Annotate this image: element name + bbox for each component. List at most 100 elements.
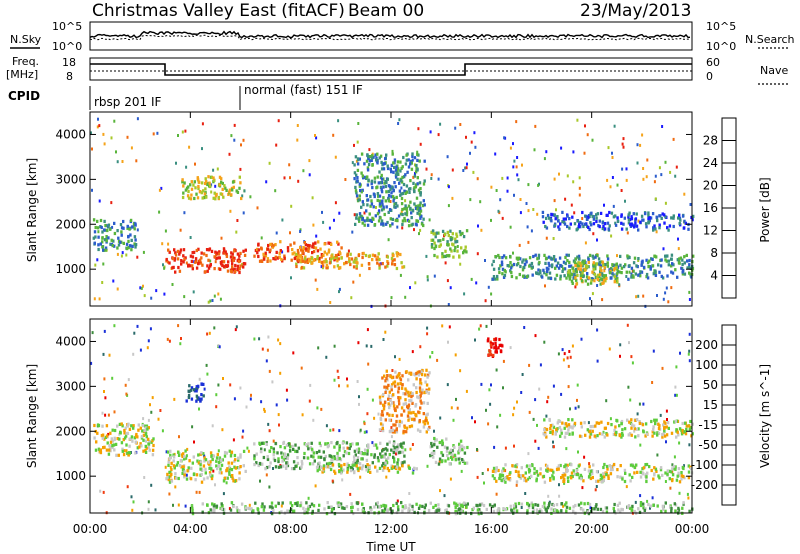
power-echo-cell [239, 264, 242, 268]
power-noise-cell [479, 200, 482, 204]
velocity-noise-cell [215, 393, 218, 397]
velocity-echo-cell [382, 461, 385, 466]
power-noise-cell [607, 146, 610, 150]
power-echo-cell [384, 265, 387, 269]
power-echo-cell [386, 177, 389, 181]
power-echo-cell [618, 270, 621, 274]
power-echo-cell [279, 249, 282, 253]
velocity-echo-cell [623, 427, 627, 431]
power-echo-cell [616, 279, 619, 283]
velocity-echo-cell [121, 447, 124, 451]
power-echo-cell [290, 258, 293, 262]
velocity-echo-cell [677, 433, 680, 437]
velocity-echo-cell [539, 467, 542, 471]
power-echo-cell [562, 217, 565, 221]
power-echo-cell [352, 265, 356, 269]
power-echo-cell [278, 255, 281, 259]
velocity-echo-cell [682, 474, 685, 479]
power-echo-cell [691, 266, 695, 271]
power-noise-cell [459, 123, 462, 126]
power-echo-cell [337, 242, 340, 246]
velocity-noise-cell [568, 350, 571, 353]
velocity-noise-cell [565, 447, 568, 451]
power-noise-cell [419, 228, 422, 232]
velocity-echo-cell [392, 440, 396, 444]
velocity-echo-cell [210, 467, 213, 471]
power-echo-cell [99, 225, 102, 229]
power-echo-cell [503, 273, 507, 278]
velocity-echo-cell [260, 450, 263, 454]
velocity-echo-cell [373, 443, 376, 447]
velocity-echo-cell [594, 424, 597, 428]
power-echo-cell [380, 188, 383, 192]
velocity-echo-cell [401, 374, 404, 378]
velocity-echo-cell [356, 456, 360, 460]
velocity-echo-cell [330, 505, 333, 509]
power-noise-cell [494, 152, 497, 156]
power-echo-cell [496, 277, 499, 281]
power-noise-cell [158, 188, 161, 192]
velocity-echo-cell [231, 474, 234, 478]
velocity-noise-cell [665, 440, 667, 444]
velocity-echo-cell [434, 510, 437, 514]
velocity-echo-cell [621, 477, 624, 481]
velocity-echo-cell [233, 453, 237, 458]
velocity-noise-cell [392, 444, 395, 448]
power-echo-cell [266, 247, 270, 251]
velocity-echo-cell [145, 424, 149, 428]
velocity-noise-cell [358, 402, 360, 406]
velocity-echo-cell [184, 456, 188, 460]
power-echo-cell [116, 229, 119, 233]
velocity-echo-cell [517, 501, 521, 506]
power-noise-cell [368, 148, 371, 152]
velocity-echo-cell [432, 455, 435, 459]
velocity-echo-cell [600, 420, 603, 424]
velocity-echo-cell [399, 378, 403, 382]
velocity-echo-cell [629, 479, 632, 483]
velocity-echo-cell [202, 464, 206, 468]
power-echo-cell [519, 257, 522, 261]
velocity-echo-cell [563, 435, 567, 439]
power-echo-cell [510, 274, 514, 279]
power-echo-cell [599, 282, 602, 286]
velocity-echo-cell [307, 507, 310, 511]
power-echo-cell [262, 252, 265, 256]
power-echo-cell [392, 161, 395, 165]
velocity-echo-cell [218, 456, 222, 460]
power-echo-cell [234, 263, 237, 268]
power-noise-cell [675, 165, 678, 169]
velocity-echo-cell [445, 449, 449, 453]
power-echo-cell [416, 211, 419, 215]
velocity-echo-cell [390, 401, 394, 405]
velocity-echo-cell [303, 510, 306, 514]
power-echo-cell [652, 272, 655, 276]
velocity-echo-cell [315, 465, 319, 469]
velocity-echo-cell [191, 512, 195, 516]
velocity-echo-cell [343, 450, 347, 454]
power-echo-cell [687, 227, 690, 231]
velocity-echo-cell [175, 463, 179, 467]
velocity-echo-cell [385, 385, 388, 389]
power-noise-cell [338, 211, 341, 215]
power-noise-cell [660, 173, 663, 177]
power-echo-cell [635, 264, 638, 268]
velocity-echo-cell [444, 459, 447, 463]
velocity-echo-cell [515, 480, 519, 484]
power-noise-cell [414, 163, 416, 167]
power-echo-cell [608, 210, 611, 215]
power-echo-cell [417, 208, 421, 213]
power-echo-cell [189, 183, 192, 187]
velocity-echo-cell [586, 428, 589, 432]
power-echo-cell [508, 264, 511, 268]
velocity-noise-cell [104, 396, 107, 400]
power-noise-cell [662, 297, 665, 301]
power-echo-cell [134, 222, 137, 226]
velocity-echo-cell [346, 463, 349, 468]
velocity-echo-cell [572, 509, 575, 513]
power-noise-cell [552, 237, 555, 240]
velocity-noise-cell [132, 352, 135, 356]
velocity-echo-cell [124, 434, 128, 438]
velocity-echo-cell [649, 504, 652, 508]
velocity-echo-cell [687, 470, 691, 474]
power-echo-cell [368, 266, 371, 271]
